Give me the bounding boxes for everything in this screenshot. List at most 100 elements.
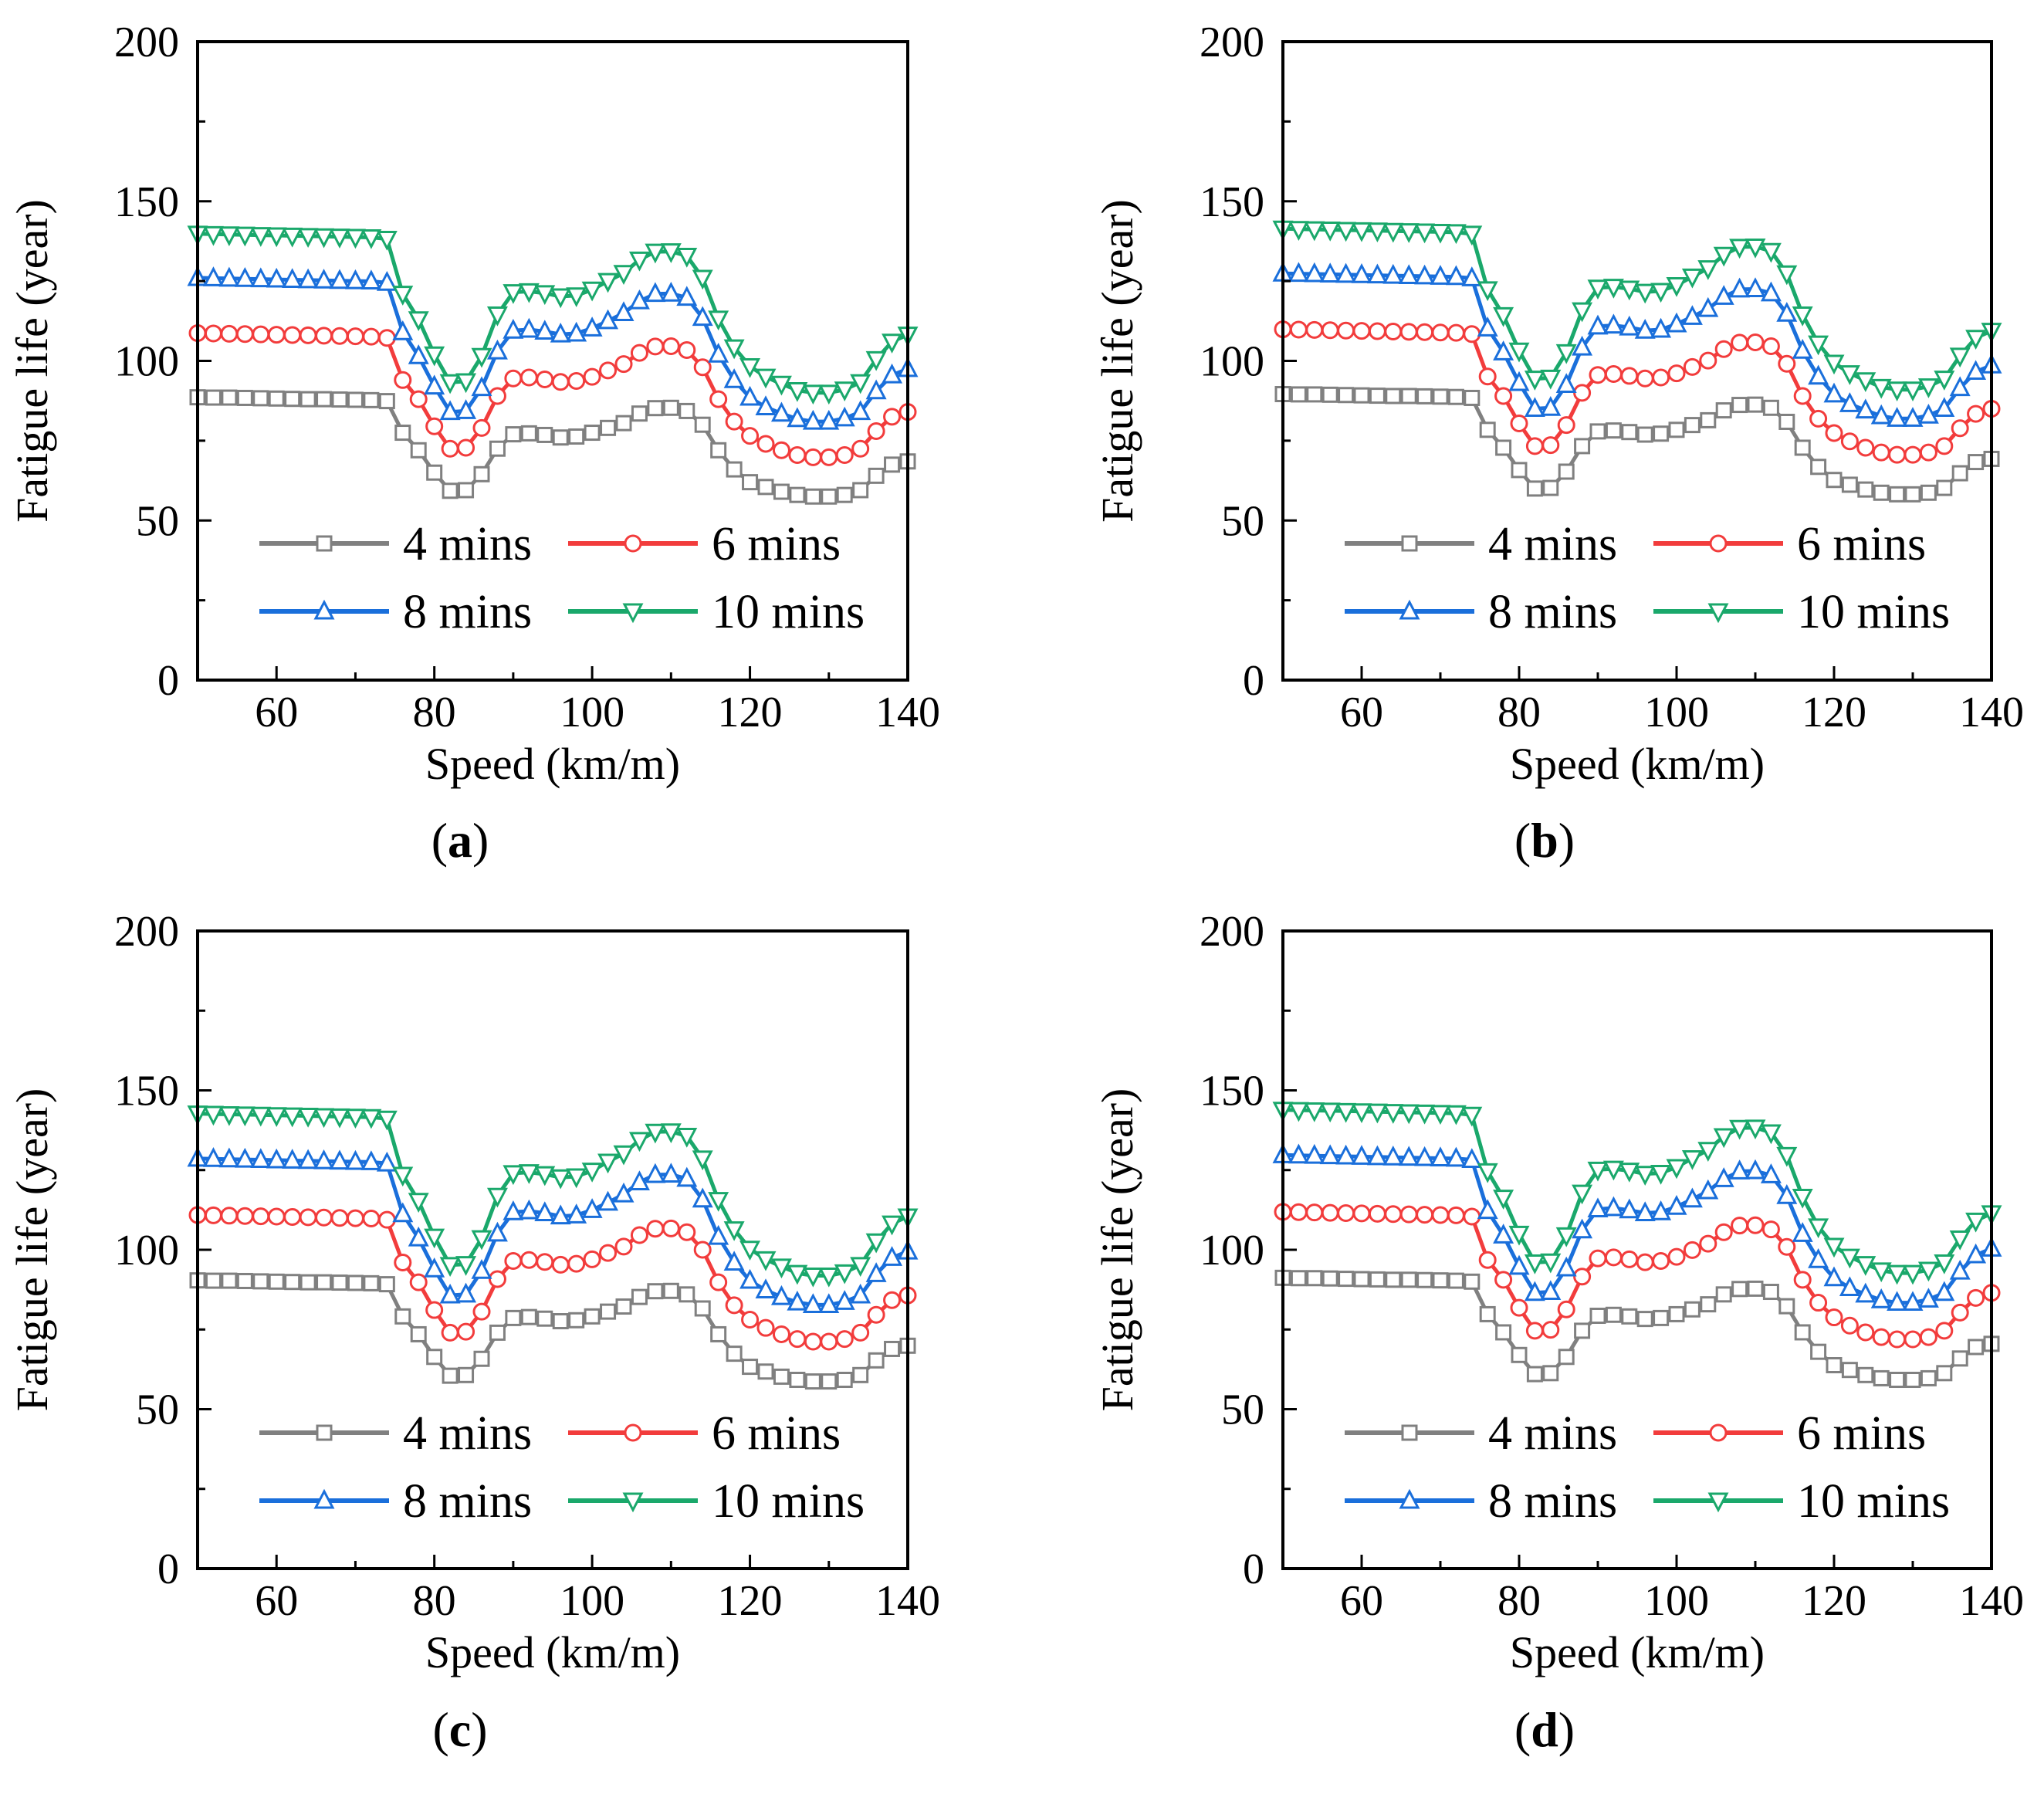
- data-point: [739, 385, 761, 406]
- legend-entry-label: 6 mins: [1797, 1407, 1926, 1460]
- data-point: [1430, 265, 1451, 285]
- data-point: [787, 382, 808, 402]
- data-point: [1714, 340, 1733, 358]
- data-point: [1873, 484, 1890, 501]
- data-point: [1934, 397, 1955, 418]
- data-point: [693, 1241, 712, 1259]
- data-point: [1558, 1349, 1575, 1366]
- data-point: [534, 1201, 556, 1222]
- legend-swatch-marker: [622, 1492, 644, 1513]
- data-point: [1683, 1241, 1701, 1259]
- data-point: [1634, 1201, 1656, 1222]
- x-tick-label: 140: [1959, 689, 2024, 736]
- plot-frame: [1281, 40, 1993, 682]
- data-point: [268, 1273, 285, 1290]
- data-point: [645, 1163, 666, 1183]
- data-point: [646, 1220, 665, 1238]
- data-point: [630, 1226, 648, 1244]
- data-point: [628, 1132, 650, 1153]
- data-point: [1889, 1372, 1906, 1389]
- data-point: [1604, 1248, 1623, 1267]
- y-tick-label: 0: [1243, 657, 1264, 705]
- data-point: [1745, 1119, 1766, 1140]
- data-point: [1555, 373, 1577, 394]
- data-point: [202, 266, 224, 286]
- x-tick-label: 80: [1497, 689, 1541, 736]
- data-point: [1572, 1218, 1593, 1239]
- data-point: [1887, 1291, 1908, 1312]
- data-point: [394, 425, 411, 442]
- legend-swatch-marker: [1399, 599, 1420, 620]
- data-point: [455, 1256, 477, 1276]
- data-point: [331, 1274, 348, 1291]
- data-point: [1319, 262, 1341, 283]
- data-point: [1917, 1288, 1939, 1308]
- data-point: [426, 464, 443, 481]
- data-point: [1776, 302, 1798, 322]
- data-point: [1587, 279, 1609, 300]
- data-point: [1289, 320, 1308, 339]
- data-point: [1430, 1146, 1451, 1166]
- series-0: [189, 1272, 916, 1390]
- data-point: [757, 479, 774, 496]
- data-point: [1965, 330, 1987, 350]
- data-point: [865, 379, 887, 400]
- legend-entry-label: 8 mins: [1488, 586, 1617, 638]
- data-point: [1508, 371, 1530, 391]
- series-0: [189, 389, 916, 505]
- data-point: [1416, 1271, 1433, 1288]
- data-point: [204, 1206, 222, 1224]
- data-point: [802, 1267, 824, 1288]
- data-point: [1477, 281, 1498, 302]
- data-point: [1697, 296, 1719, 317]
- data-point: [645, 282, 666, 303]
- data-point: [218, 266, 240, 287]
- data-point: [581, 316, 603, 337]
- y-tick-label: 100: [1200, 1227, 1264, 1274]
- data-point: [250, 227, 272, 247]
- data-point: [723, 1251, 745, 1271]
- data-point: [1965, 360, 1987, 381]
- data-point: [1668, 1305, 1685, 1322]
- data-point: [425, 1301, 444, 1319]
- data-point: [1525, 1322, 1544, 1340]
- data-point: [439, 1283, 461, 1304]
- data-point: [818, 384, 840, 405]
- data-point: [1713, 246, 1734, 267]
- data-point: [202, 1147, 224, 1167]
- data-point: [1841, 1362, 1858, 1379]
- data-point: [408, 1226, 429, 1247]
- data-point: [1731, 1217, 1749, 1235]
- data-point: [1968, 454, 1985, 471]
- data-point: [250, 1148, 272, 1169]
- data-point: [1746, 1216, 1765, 1234]
- data-point: [1508, 342, 1530, 363]
- data-point: [425, 417, 444, 435]
- data-point: [850, 400, 871, 421]
- data-point: [1620, 367, 1639, 385]
- legend-swatch-marker: [1707, 603, 1729, 624]
- data-point: [234, 226, 255, 247]
- x-axis-title: Speed (km/m): [1510, 739, 1765, 789]
- data-point: [1919, 443, 1937, 462]
- data-point: [660, 282, 682, 302]
- data-point: [1335, 222, 1357, 242]
- data-point: [1602, 279, 1624, 299]
- data-point: [267, 1207, 286, 1226]
- data-point: [1464, 389, 1481, 406]
- data-point: [1540, 369, 1562, 390]
- data-point: [1666, 1159, 1687, 1180]
- data-point: [1589, 423, 1606, 440]
- data-point: [820, 448, 838, 466]
- data-point: [739, 1268, 761, 1289]
- x-axis-title: Speed (km/m): [425, 739, 680, 789]
- y-tick-label: 50: [1221, 1386, 1264, 1434]
- data-point: [1715, 1286, 1732, 1303]
- data-point: [1416, 323, 1434, 341]
- data-point: [755, 395, 777, 415]
- data-point: [205, 1272, 222, 1289]
- data-point: [1823, 1266, 1845, 1287]
- data-point: [1319, 1102, 1341, 1123]
- data-point: [473, 1350, 490, 1367]
- data-point: [1399, 323, 1418, 341]
